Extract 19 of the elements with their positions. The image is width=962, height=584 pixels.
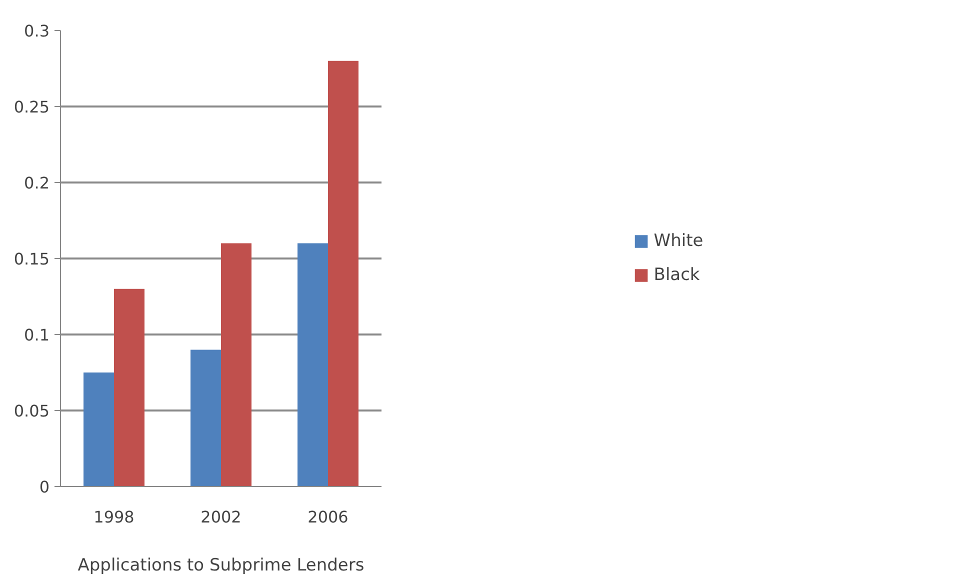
x-tick-label: 2002 <box>200 508 242 526</box>
x-axis-title: Applications to Subprime Lenders <box>78 556 364 576</box>
x-tick-label: 2006 <box>308 508 348 526</box>
y-tick-label: 0.3 <box>24 22 50 40</box>
y-tick-label: 0.05 <box>14 402 50 420</box>
x-tick-label: 1998 <box>94 508 134 526</box>
bar <box>221 243 252 486</box>
bar <box>328 60 358 486</box>
bar <box>84 372 114 486</box>
bar <box>114 288 144 486</box>
bar <box>190 350 221 486</box>
y-tick-label: 0.25 <box>14 98 50 116</box>
y-tick-label: 0.2 <box>24 174 50 192</box>
legend-label: White <box>654 231 704 251</box>
legend-label: Black <box>654 265 700 285</box>
bar <box>298 243 328 486</box>
y-tick-label: 0.15 <box>14 250 50 268</box>
y-tick-label: 0 <box>39 478 50 496</box>
y-tick-label: 0.1 <box>24 326 50 344</box>
